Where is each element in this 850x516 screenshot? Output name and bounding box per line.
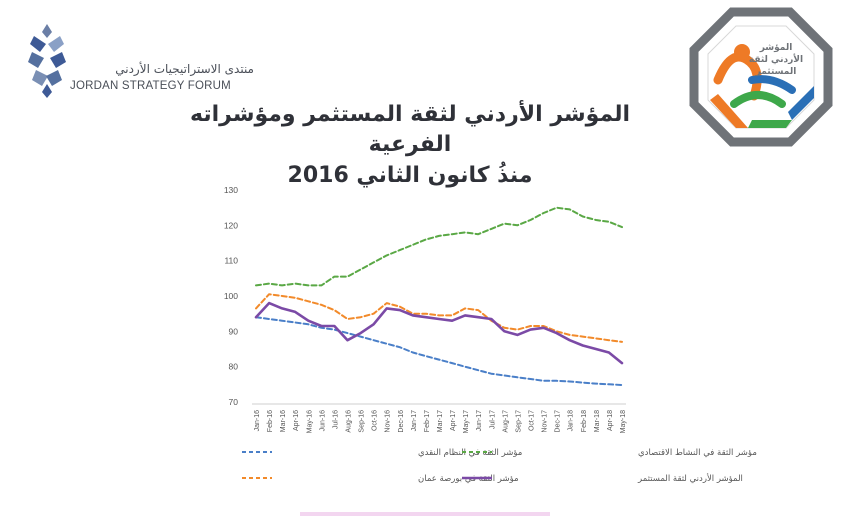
x-tick-label: Jan-17	[411, 410, 418, 432]
x-tick-label: Jun-17	[476, 410, 483, 432]
x-tick-label: Jan-16	[254, 410, 261, 432]
y-tick-label: 110	[224, 256, 238, 266]
x-tick-label: Feb-18	[581, 410, 588, 432]
bottom-accent-bar	[300, 512, 550, 516]
legend-label-4: المؤشر الأردني لثقة المستثمر	[637, 473, 743, 484]
x-tick-label: Dec-16	[398, 410, 405, 433]
badge-text: المؤشر الأردني لثقة المستثمر	[748, 43, 804, 77]
x-tick-label: Mar-18	[594, 410, 601, 432]
investor-confidence-badge: المؤشر الأردني لثقة المستثمر	[688, 6, 834, 148]
x-tick-label: Jul-17	[489, 410, 496, 429]
jsf-logo: منتدى الاستراتيجيات الأردني JORDAN STRAT…	[28, 22, 254, 102]
x-tick-label: Oct-16	[372, 410, 379, 431]
series-line-2	[255, 206, 623, 287]
y-tick-label: 120	[224, 220, 238, 230]
x-tick-label: Mar-16	[280, 410, 287, 432]
x-tick-label: May-16	[306, 410, 313, 433]
x-tick-label: Feb-16	[267, 410, 274, 432]
x-tick-label: Nov-17	[542, 410, 549, 433]
x-tick-label: Jan-18	[568, 410, 575, 432]
x-tick-label: Apr-18	[607, 410, 614, 431]
y-tick-label: 130	[224, 185, 238, 195]
jsf-logo-icon	[28, 24, 66, 98]
x-tick-label: May-17	[463, 410, 470, 433]
x-tick-label: Aug-16	[346, 410, 353, 433]
org-name-arabic: منتدى الاستراتيجيات الأردني	[115, 62, 254, 76]
x-tick-label: Mar-17	[437, 410, 444, 432]
y-tick-label: 100	[224, 291, 238, 301]
x-tick-label: Jul-16	[332, 410, 339, 429]
chart-title-line2: منذُ كانون الثاني 2016	[287, 163, 533, 188]
y-tick-label: 90	[229, 326, 239, 336]
chart-title: المؤشر الأردني لثقة المستثمر ومؤشراته ال…	[150, 100, 670, 192]
org-name-english: JORDAN STRATEGY FORUM	[70, 80, 231, 92]
x-tick-label: Feb-17	[424, 410, 431, 432]
series-line-3	[255, 293, 623, 343]
x-tick-label: May-18	[620, 410, 627, 433]
x-tick-label: Dec-17	[555, 410, 562, 433]
x-tick-label: Oct-17	[529, 410, 536, 431]
x-tick-label: Apr-17	[450, 410, 457, 431]
x-tick-label: Apr-16	[293, 410, 300, 431]
x-tick-label: Nov-16	[385, 410, 392, 433]
chart-title-line1: المؤشر الأردني لثقة المستثمر ومؤشراته ال…	[190, 102, 630, 157]
x-tick-label: Jun-16	[319, 410, 326, 432]
x-tick-label: Sep-16	[359, 410, 366, 433]
badge-octagon-icon	[689, 7, 833, 147]
y-tick-label: 80	[229, 362, 239, 372]
series-line-4	[254, 301, 624, 365]
x-tick-label: Aug-17	[502, 410, 509, 433]
x-tick-label: Sep-17	[515, 410, 522, 433]
y-tick-label: 70	[229, 397, 239, 407]
series-line-1	[255, 316, 623, 386]
legend-label-2: مؤشر الثقة في النشاط الاقتصادي	[638, 448, 757, 458]
